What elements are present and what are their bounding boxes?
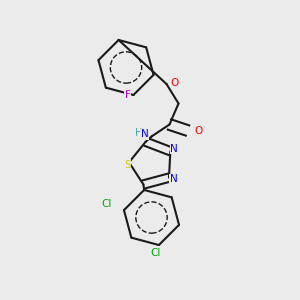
Text: S: S	[124, 160, 131, 170]
Text: H: H	[134, 128, 142, 139]
Text: Cl: Cl	[102, 199, 112, 208]
Text: N: N	[141, 129, 148, 139]
Text: N: N	[170, 174, 178, 184]
Text: Cl: Cl	[151, 248, 161, 258]
Text: F: F	[124, 90, 130, 100]
Text: N: N	[170, 144, 178, 154]
Text: O: O	[194, 125, 202, 136]
Text: O: O	[170, 77, 179, 88]
